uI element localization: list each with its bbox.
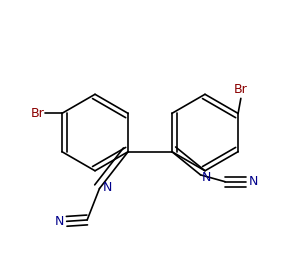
Text: N: N bbox=[248, 175, 258, 188]
Text: N: N bbox=[202, 171, 211, 184]
Text: Br: Br bbox=[234, 83, 248, 96]
Text: N: N bbox=[55, 215, 64, 228]
Text: N: N bbox=[103, 181, 112, 194]
Text: Br: Br bbox=[30, 107, 44, 120]
